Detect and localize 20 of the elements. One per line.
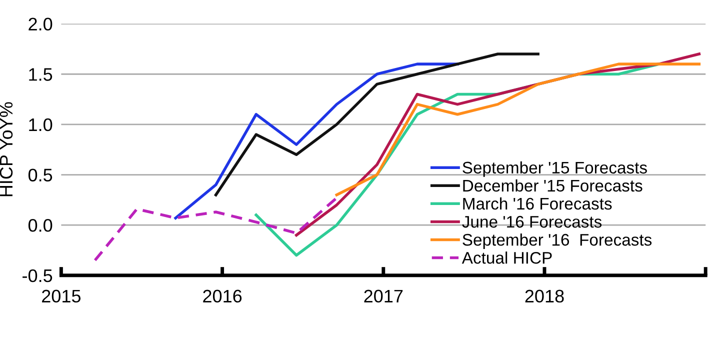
y-tick-label: 0.5 (28, 168, 52, 182)
y-tick-label: 1.0 (29, 118, 52, 132)
x-tick-label: 2017 (364, 290, 403, 303)
y-tick-label: 2.0 (28, 18, 52, 31)
legend-label: June '16 Forecasts (462, 216, 602, 228)
legend-label: Actual HICP (462, 252, 552, 264)
y-tick-label: 0.0 (28, 219, 52, 232)
line-series (94, 196, 338, 262)
x-tick-label: 2015 (42, 290, 81, 303)
legend-label: March '16 Forecasts (463, 197, 612, 210)
legend-label: December '15 Forecasts (463, 179, 642, 192)
y-tick-label: 1.5 (29, 68, 52, 81)
y-tick-label: -0.5 (22, 269, 52, 282)
line-series (335, 62, 701, 196)
line-series (174, 62, 459, 220)
legend-label: September '16 Forecasts (462, 233, 652, 250)
x-tick-label: 2018 (525, 290, 564, 303)
legend-label: September '15 Forecasts (462, 161, 647, 177)
x-tick-label: 2016 (203, 290, 242, 303)
y-axis-title: HICP YoY% (0, 102, 13, 196)
